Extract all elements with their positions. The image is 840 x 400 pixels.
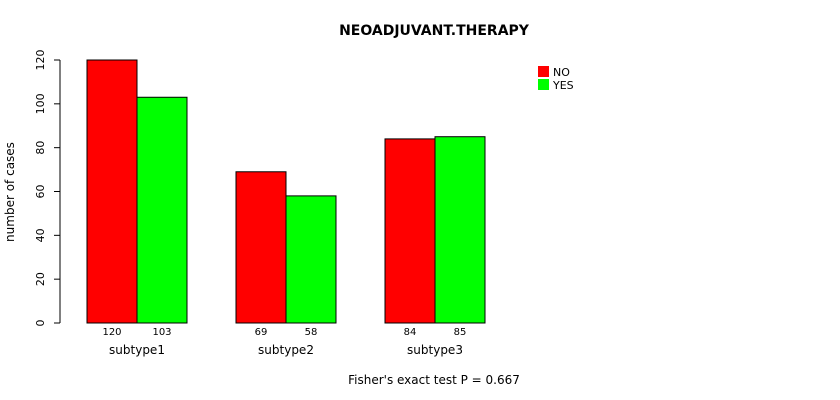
y-axis-label: number of cases bbox=[3, 142, 17, 242]
bar-yes-subtype2 bbox=[285, 195, 337, 324]
category-label-subtype2: subtype2 bbox=[258, 343, 314, 357]
category-label-subtype3: subtype3 bbox=[407, 343, 463, 357]
bars bbox=[86, 59, 486, 324]
y-tick-label: 80 bbox=[34, 141, 47, 155]
legend-label-yes: YES bbox=[552, 79, 574, 92]
legend-swatch-yes bbox=[538, 79, 549, 90]
legend-swatch-no bbox=[538, 66, 549, 77]
bar-no-subtype3 bbox=[384, 138, 436, 324]
bar-no-subtype1 bbox=[86, 59, 138, 324]
y-tick-label: 100 bbox=[34, 93, 47, 114]
y-tick-label: 60 bbox=[34, 185, 47, 199]
y-tick-label: 40 bbox=[34, 228, 47, 242]
bar-value-label: 58 bbox=[305, 327, 318, 338]
bar-yes-subtype1 bbox=[136, 96, 188, 324]
bar-no-subtype2 bbox=[235, 171, 287, 324]
category-label-subtype1: subtype1 bbox=[109, 343, 165, 357]
bar-yes-subtype3 bbox=[434, 136, 486, 324]
bar-value-label: 84 bbox=[404, 327, 417, 338]
bar-value-label: 103 bbox=[152, 327, 171, 338]
y-tick-label: 0 bbox=[34, 320, 47, 327]
chart-title: NEOADJUVANT.THERAPY bbox=[339, 23, 530, 39]
fisher-test-note: Fisher's exact test P = 0.667 bbox=[348, 373, 520, 387]
y-axis: 0 20 40 60 80 100 120 bbox=[34, 50, 61, 327]
y-tick-label: 120 bbox=[34, 50, 47, 71]
category-labels: subtype1 subtype2 subtype3 bbox=[109, 343, 463, 357]
legend-label-no: NO bbox=[553, 66, 570, 79]
bar-value-label: 69 bbox=[255, 327, 268, 338]
y-tick-label: 20 bbox=[34, 272, 47, 286]
bar-value-label: 120 bbox=[102, 327, 121, 338]
value-labels: 120 103 69 58 84 85 bbox=[102, 327, 466, 338]
bar-value-label: 85 bbox=[454, 327, 467, 338]
